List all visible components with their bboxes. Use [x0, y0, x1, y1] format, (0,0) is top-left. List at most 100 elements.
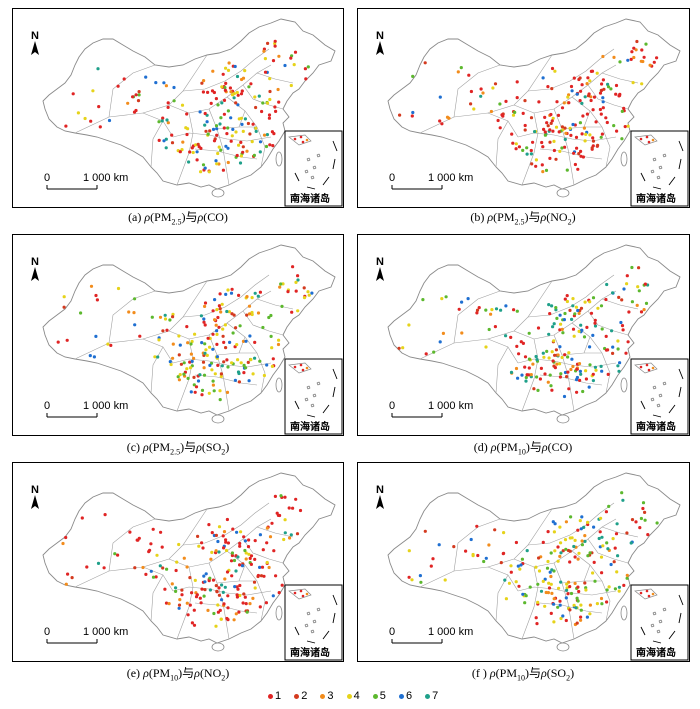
station-point [243, 117, 247, 121]
station-point [220, 302, 224, 306]
station-point [190, 359, 194, 363]
station-point [554, 157, 558, 161]
station-point [241, 339, 246, 343]
station-point [606, 372, 610, 376]
station-point [616, 554, 620, 558]
station-point [418, 574, 422, 578]
station-point [562, 394, 567, 399]
station-point [288, 536, 292, 540]
station-point [640, 82, 644, 86]
station-point [575, 146, 579, 150]
station-point [227, 61, 231, 65]
station-point [567, 101, 571, 105]
station-point [128, 530, 132, 534]
station-point [524, 594, 528, 598]
station-point [588, 133, 592, 137]
station-point [538, 377, 542, 381]
station-point [579, 608, 583, 612]
station-point [625, 531, 629, 535]
station-point [203, 166, 207, 170]
map-panel-a: N 0 1 000 km 南海诸岛 [12, 8, 344, 208]
station-point [89, 119, 93, 123]
scale-bar [391, 413, 443, 418]
station-point [242, 592, 246, 596]
station-point [271, 59, 276, 63]
station-point [564, 520, 568, 524]
station-point [219, 148, 223, 152]
station-point [265, 541, 269, 545]
station-point [203, 323, 207, 327]
station-point [187, 160, 191, 164]
station-point [521, 148, 525, 152]
station-point [586, 554, 590, 558]
station-point [548, 128, 552, 132]
station-point [560, 125, 564, 129]
scale-bar [46, 413, 98, 418]
station-point [572, 544, 576, 549]
inset-map [630, 584, 689, 661]
station-point [527, 366, 531, 370]
station-point [563, 538, 568, 542]
legend-label-2: 2 [301, 690, 308, 702]
inset-map [630, 130, 689, 207]
station-point [222, 340, 226, 344]
station-point [239, 361, 243, 365]
station-point [236, 587, 240, 591]
station-point [226, 146, 230, 150]
station-point [617, 369, 621, 373]
station-point [192, 623, 197, 627]
station-point [527, 331, 531, 335]
station-point [567, 351, 571, 355]
station-point [534, 354, 538, 359]
station-point [222, 530, 227, 534]
station-point [167, 602, 171, 606]
station-point [484, 556, 488, 560]
station-point [226, 541, 230, 545]
station-point [631, 81, 635, 85]
station-point [192, 375, 196, 379]
station-point [189, 342, 193, 346]
station-point [116, 84, 120, 88]
station-point [248, 602, 252, 606]
station-point [185, 367, 189, 371]
station-point [144, 572, 148, 576]
province-boundary [587, 538, 629, 564]
station-point [429, 564, 433, 568]
station-point [489, 109, 493, 114]
station-point [607, 504, 611, 508]
station-point [268, 89, 272, 94]
station-point [550, 568, 554, 572]
station-point [424, 352, 428, 356]
station-point [306, 290, 310, 294]
station-point [229, 90, 233, 94]
station-point [176, 375, 180, 379]
station-point [98, 125, 102, 129]
station-point [211, 69, 215, 73]
station-point [199, 314, 203, 318]
station-point [116, 553, 120, 557]
legend-label-4: 4 [353, 690, 360, 702]
station-point [643, 518, 647, 522]
station-point [215, 342, 219, 346]
station-point [475, 308, 480, 312]
north-label: N [376, 30, 384, 42]
station-point [594, 368, 598, 372]
station-point [250, 310, 254, 315]
station-point [582, 525, 586, 529]
station-point [550, 350, 554, 354]
station-point [228, 86, 232, 90]
station-point [529, 152, 533, 156]
province-boundary [208, 562, 230, 640]
station-point [214, 323, 218, 327]
station-point [634, 520, 638, 524]
station-point [536, 600, 540, 604]
station-point [261, 548, 265, 552]
station-point [617, 585, 621, 589]
station-point [460, 300, 464, 304]
station-point [606, 85, 611, 89]
station-point [225, 358, 229, 362]
station-point [190, 621, 194, 625]
station-point [64, 535, 68, 540]
station-point [459, 66, 463, 70]
station-point [504, 597, 508, 601]
